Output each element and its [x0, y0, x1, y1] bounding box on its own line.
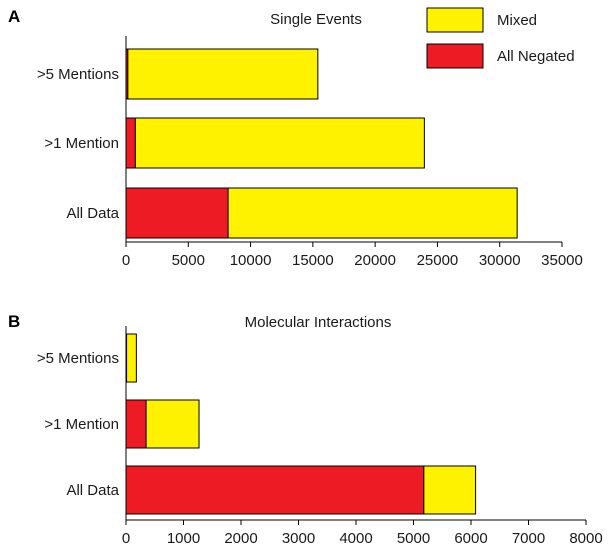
x-tick-label: 6000	[454, 530, 487, 547]
legend-swatch-negated	[426, 43, 484, 69]
category-label: All Data	[66, 482, 119, 499]
category-label: All Data	[66, 205, 119, 222]
x-tick-label: 5000	[397, 530, 430, 547]
x-tick-label: 0	[122, 252, 130, 269]
bar-negated	[125, 465, 425, 515]
legend-label: All Negated	[497, 48, 575, 65]
bar-negated	[125, 187, 229, 239]
x-tick-label: 3000	[282, 530, 315, 547]
bar-mixed	[145, 399, 200, 449]
bar-mixed	[423, 465, 477, 515]
category-label: >1 Mention	[44, 416, 119, 433]
x-tick-label: 2000	[224, 530, 257, 547]
x-tick-label: 8000	[569, 530, 602, 547]
category-label: >1 Mention	[44, 135, 119, 152]
bar-negated	[125, 117, 136, 169]
panel-letter: B	[8, 312, 20, 331]
bar-mixed	[127, 48, 319, 100]
x-tick-label: 5000	[172, 252, 205, 269]
x-tick-label: 7000	[512, 530, 545, 547]
category-label: >5 Mentions	[37, 350, 119, 367]
legend-label: Mixed	[497, 12, 537, 29]
x-tick-label: 10000	[230, 252, 272, 269]
legend-swatch-mixed	[426, 7, 484, 33]
x-tick-label: 30000	[479, 252, 521, 269]
panel-letter: A	[8, 7, 20, 26]
x-tick-label: 20000	[354, 252, 396, 269]
x-tick-label: 15000	[292, 252, 334, 269]
x-tick-label: 1000	[167, 530, 200, 547]
chart-title: Molecular Interactions	[245, 314, 392, 331]
x-tick-label: 25000	[417, 252, 459, 269]
bar-negated	[125, 399, 147, 449]
chart-title: Single Events	[270, 11, 362, 28]
x-tick-label: 4000	[339, 530, 372, 547]
bar-mixed	[126, 333, 137, 383]
bar-mixed	[227, 187, 518, 239]
bar-mixed	[134, 117, 425, 169]
category-label: >5 Mentions	[37, 66, 119, 83]
x-tick-label: 0	[122, 530, 130, 547]
x-tick-label: 35000	[541, 252, 583, 269]
